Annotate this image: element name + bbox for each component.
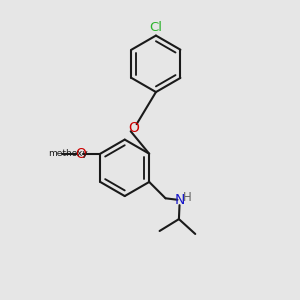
Text: Cl: Cl [149,21,162,34]
Text: O: O [75,147,86,161]
Text: N: N [174,193,185,207]
Text: methoxy: methoxy [49,149,88,158]
Text: H: H [183,191,192,204]
Text: O: O [128,121,139,135]
